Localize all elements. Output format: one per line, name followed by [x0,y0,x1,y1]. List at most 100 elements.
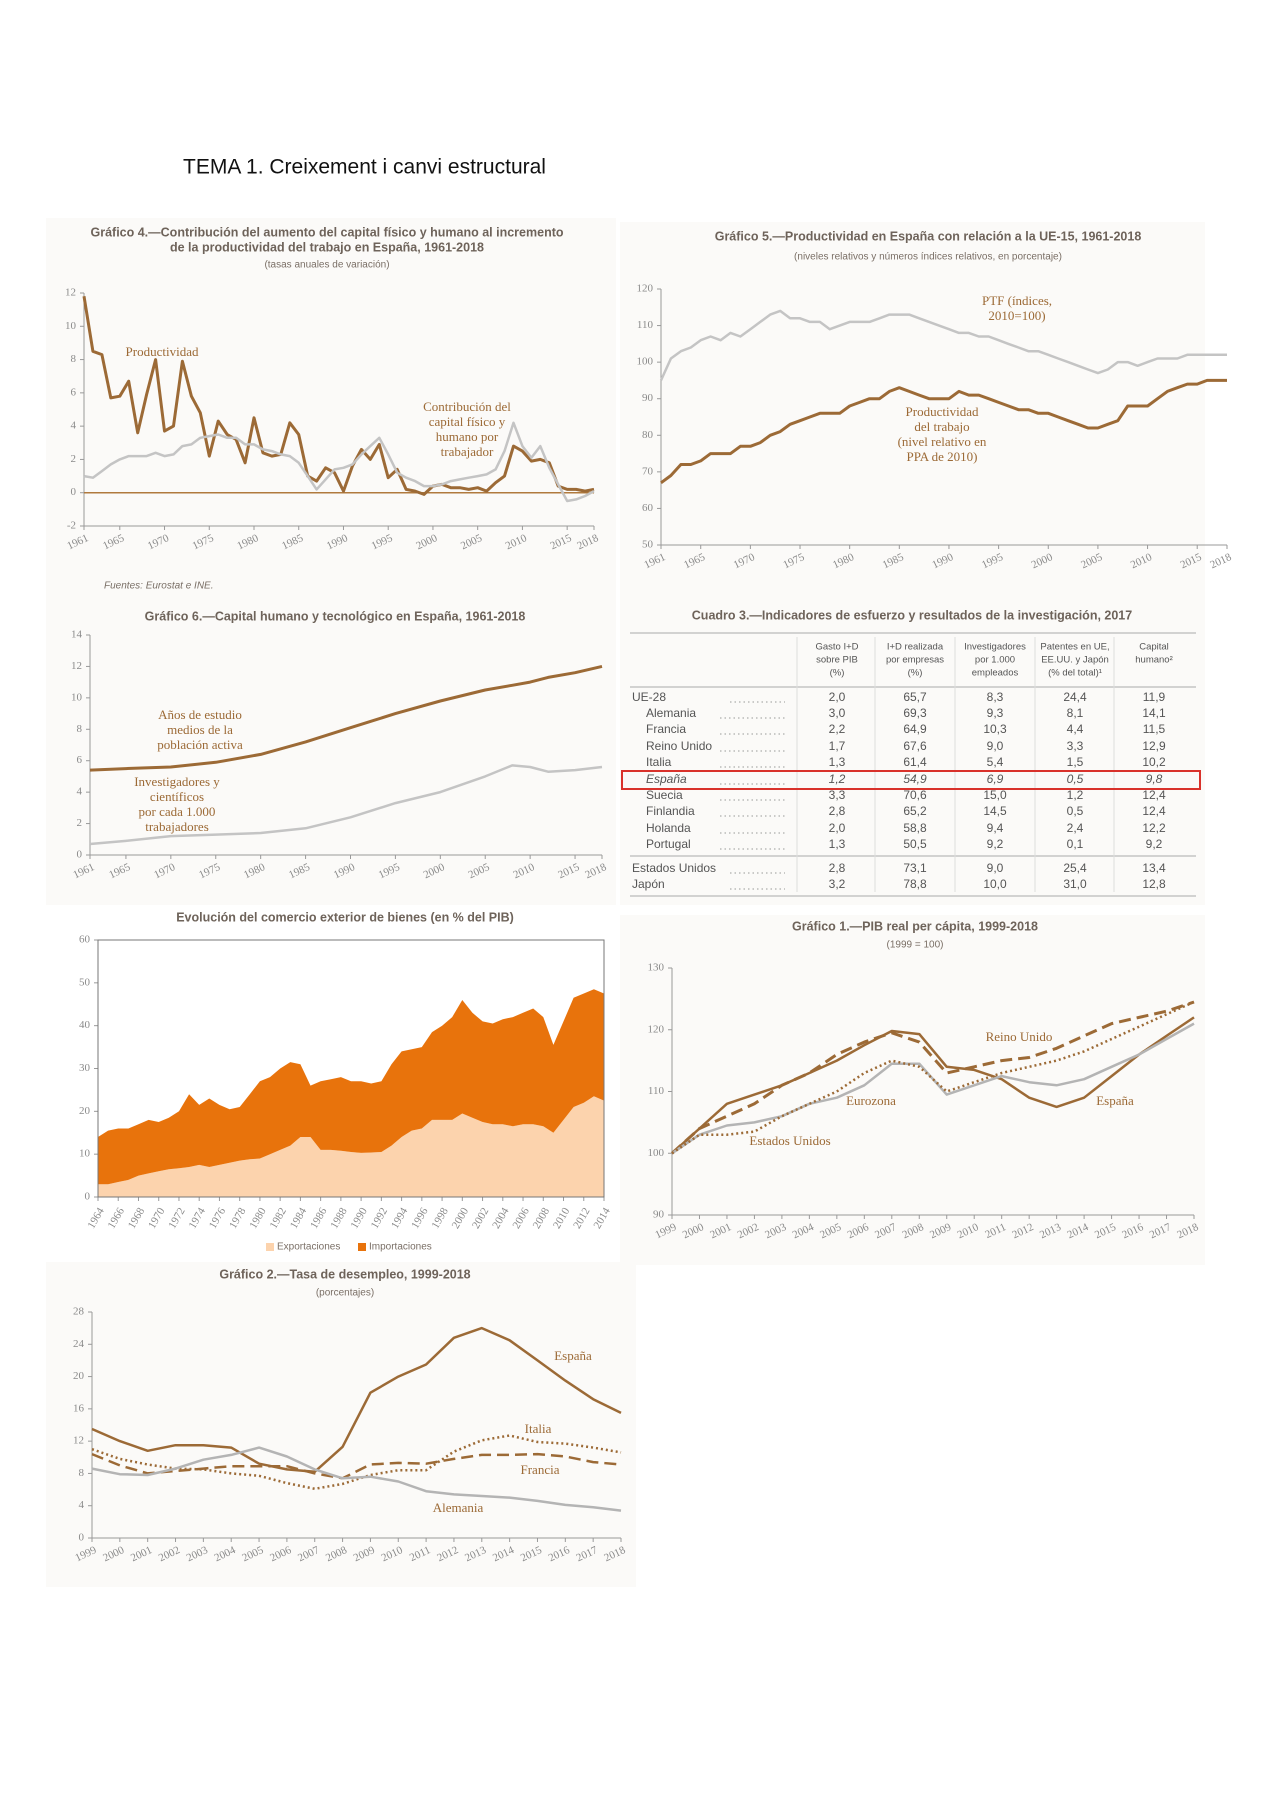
x-tick-label: 2006 [510,1205,532,1230]
y-tick-label: 60 [642,502,654,514]
x-tick-label: 2004 [490,1205,512,1230]
x-tick-label: 2002 [470,1206,491,1231]
series-label: Reino Unido [986,1029,1053,1044]
table-cell: 0,5 [1067,804,1084,818]
annotation: población activa [157,737,243,752]
table-cell: 61,4 [903,755,927,769]
y-tick-label: 20 [73,1370,85,1382]
y-tick-label: 4 [77,786,83,798]
table-cell: 9,0 [987,739,1004,753]
table-cell: 73,1 [903,861,927,875]
area [98,989,604,1185]
column-header: sobre PIB [816,655,858,666]
y-tick-label: 0 [79,1532,85,1544]
chart-title: Gráfico 2.—Tasa de desempleo, 1999-2018 [219,1267,470,1281]
table-cell: 65,2 [903,804,927,818]
table-cell: 3,0 [829,706,846,720]
x-tick-label: 2010 [551,1205,573,1230]
table-cell: 1,2 [1067,788,1084,802]
y-tick-label: 12 [65,287,76,299]
y-tick-label: 120 [637,283,654,295]
chart-title: Gráfico 1.—PIB real per cápita, 1999-201… [792,919,1038,933]
row-label: Estados Unidos [632,861,716,875]
chart-subtitle: (niveles relativos y números índices rel… [794,252,1062,263]
table-cell: 3,3 [829,788,846,802]
table-cell: 12,9 [1142,739,1166,753]
panel [46,600,616,905]
y-tick-label: 2 [77,817,83,829]
series-line [671,1000,1195,1155]
annotation: por cada 1.000 [139,804,216,819]
table-cell: 4,4 [1067,722,1084,736]
panel [620,915,1205,1265]
column-header: Patentes en UE, [1040,642,1109,653]
row-label: Italia [646,755,672,769]
table-cell: 54,9 [903,772,927,786]
series-line [83,421,595,503]
x-tick-label: 1992 [369,1206,390,1231]
table-cell: 69,3 [903,706,927,720]
table-cell: 70,6 [903,788,927,802]
area [98,1096,604,1197]
highlight-box [621,770,1201,790]
x-tick-label: 2000 [450,1205,472,1230]
table-cell: 2,2 [829,722,846,736]
table-cell: 8,3 [987,690,1004,704]
row-label: Reino Unido [646,739,712,753]
table-cell: 11,5 [1143,722,1166,736]
x-tick-label: 1980 [247,1205,269,1230]
y-tick-label: 20 [79,1105,91,1117]
table-cell: 3,3 [1067,739,1084,753]
row-label: Portugal [646,837,691,851]
table-cell: 8,1 [1067,706,1084,720]
table-title: Cuadro 3.—Indicadores de esfuerzo y resu… [692,608,1132,622]
series-line [671,1022,1195,1155]
y-tick-label: 90 [653,1209,665,1221]
y-tick-label: 50 [642,539,654,551]
x-tick-label: 2014 [591,1205,613,1230]
series-line [91,1434,622,1491]
table-cell: 6,9 [987,772,1004,786]
series-line [89,664,603,772]
series-line [82,296,595,496]
table-cell: 78,8 [903,877,927,891]
page-title: TEMA 1. Creixement i canvi estructural [183,156,546,179]
table-cell: 10,2 [1142,755,1166,769]
table-cell: 1,7 [829,739,846,753]
y-tick-label: 8 [79,1467,85,1479]
y-tick-label: 130 [648,962,665,974]
column-header: empleados [972,668,1019,679]
table-cell: 3,2 [829,877,846,891]
y-tick-label: 12 [73,1435,84,1447]
chart-title: Gráfico 6.—Capital humano y tecnológico … [145,609,526,623]
series-line [670,1000,1195,1155]
column-header: por empresas [886,655,944,666]
table-cell: 67,6 [903,739,927,753]
y-tick-label: 60 [79,934,91,946]
row-label: Suecia [646,788,683,802]
series-label: Alemania [433,1500,484,1515]
x-tick-label: 1982 [268,1206,289,1231]
x-tick-label: 2012 [571,1206,592,1231]
column-header: (%) [908,668,923,679]
annotation: trabajadores [145,819,209,834]
annotation: humano por [436,429,499,444]
row-label: UE-28 [632,690,666,704]
table-cell: 58,8 [903,821,927,835]
table-cell: 65,7 [903,690,927,704]
annotation: científicos [150,789,204,804]
annotation: trabajador [441,444,494,459]
panel [620,222,1205,600]
x-tick-label: 1996 [409,1205,431,1230]
legend-swatch [266,1243,274,1251]
x-tick-label: 1990 [349,1205,371,1230]
chart-source: Fuentes: Eurostat e INE. [104,581,214,592]
annotation: Productividad [906,404,979,419]
column-header: (% del total)¹ [1048,668,1102,679]
table-cell: 12,8 [1142,877,1166,891]
chart-subtitle: (porcentajes) [316,1288,374,1299]
y-tick-label: 8 [71,353,77,365]
x-tick-label: 1966 [106,1205,128,1230]
